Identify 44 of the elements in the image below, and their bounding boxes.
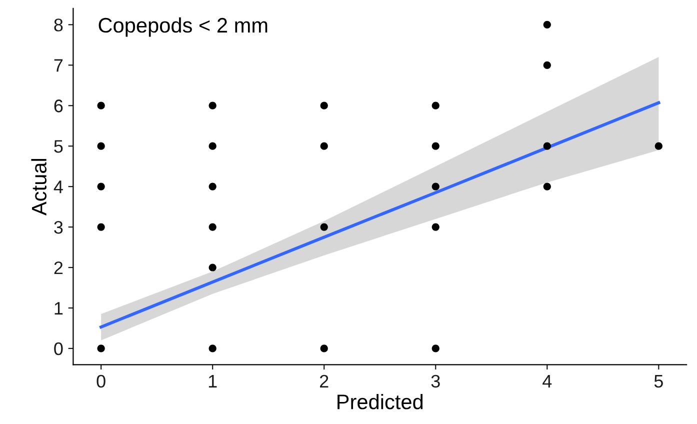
y-tick-label: 2 (54, 261, 63, 274)
line-series (100, 101, 660, 329)
point (543, 20, 551, 28)
point (543, 142, 551, 150)
y-tick-label: 6 (54, 100, 63, 112)
point (543, 182, 551, 190)
point (432, 223, 440, 231)
point (432, 344, 440, 352)
x-axis-title: Predicted (338, 394, 423, 410)
x-tick-label: 1 (208, 375, 217, 388)
point (208, 344, 216, 352)
point (97, 344, 105, 352)
x-tick-label: 2 (320, 374, 328, 388)
y-tick-label: 8 (54, 18, 63, 32)
point (208, 102, 216, 110)
x-tick-label: 0 (96, 374, 106, 388)
point (97, 102, 105, 110)
point (432, 142, 440, 150)
x-tick-label: 3 (431, 374, 440, 388)
y-tick-label: 1 (54, 302, 63, 315)
point (320, 102, 328, 110)
point (432, 182, 440, 190)
y-tick-label: 7 (54, 59, 63, 72)
point (208, 264, 216, 272)
point (543, 61, 551, 69)
point (97, 142, 105, 150)
point (97, 182, 105, 190)
point (320, 344, 328, 352)
annotation: Copepods < 2 mm (98, 17, 268, 37)
y-tick-label: 0 (54, 342, 63, 356)
point (654, 142, 662, 150)
point (208, 142, 216, 150)
point (432, 102, 440, 110)
x-tick-label: 5 (654, 375, 663, 388)
y-tick-label: 3 (54, 220, 63, 234)
x-tick-label: 4 (542, 375, 552, 388)
y-tick-label: 4 (54, 180, 63, 194)
point (208, 223, 216, 231)
y-axis-title: Actual (31, 159, 47, 216)
point (320, 142, 328, 150)
point (208, 182, 216, 190)
point (97, 223, 105, 231)
point (320, 223, 328, 231)
y-tick-label: 5 (54, 140, 63, 153)
